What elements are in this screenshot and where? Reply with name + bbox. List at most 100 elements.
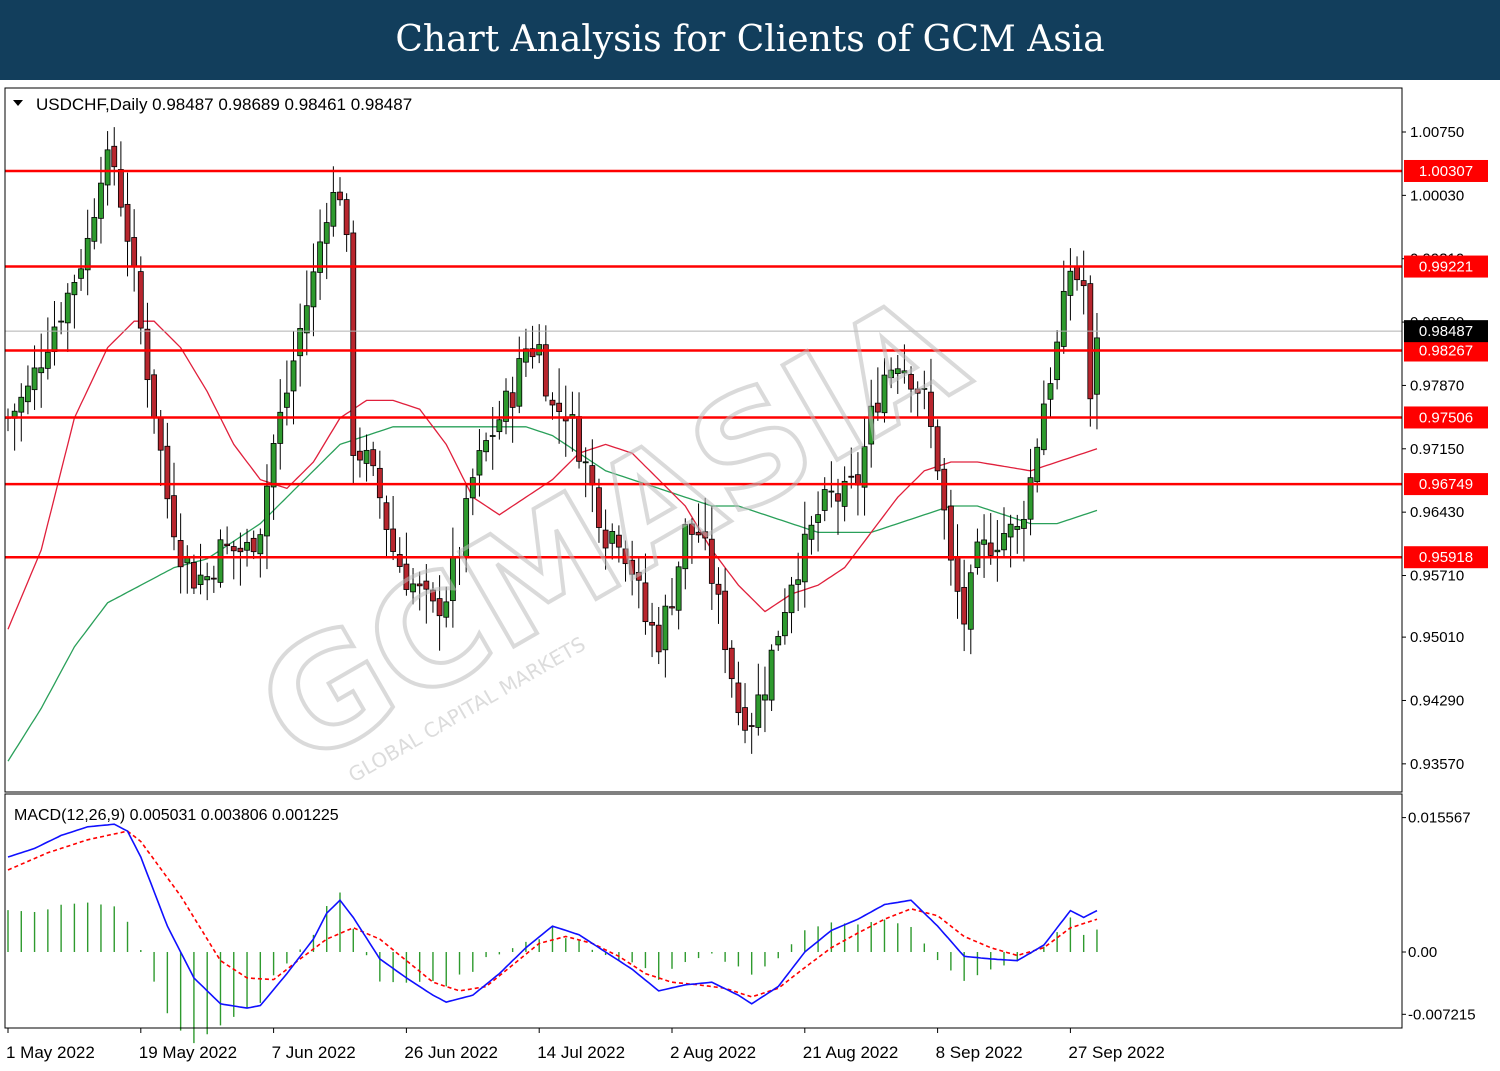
x-tick-label: 7 Jun 2022 [272, 1043, 356, 1062]
candle-body-up [881, 374, 888, 414]
x-tick-label: 26 Jun 2022 [404, 1043, 498, 1062]
candle [542, 325, 549, 402]
candle-body-down [934, 426, 941, 472]
candle [848, 447, 855, 489]
macd-y-tick-label: -0.007215 [1408, 1006, 1476, 1023]
candle-body-up [489, 435, 496, 437]
candle-body-down [549, 399, 556, 406]
candle [191, 554, 197, 594]
price-chart[interactable] [5, 127, 1402, 762]
y-tick-label: 0.95710 [1410, 568, 1464, 585]
candle [934, 419, 941, 481]
candle [914, 381, 921, 418]
x-tick-label: 2 Aug 2022 [670, 1043, 756, 1062]
macd-chart[interactable] [7, 823, 1098, 1044]
candle [529, 325, 536, 369]
candle [250, 530, 257, 560]
level-label: 1.00307 [1419, 163, 1473, 180]
candle-body-up [1040, 403, 1047, 451]
candle-body-up [58, 320, 65, 323]
candle [217, 529, 224, 588]
level-label-box [1404, 546, 1488, 569]
candle-body-up [1021, 518, 1027, 529]
candle-body-up [582, 461, 589, 464]
candle-body-down [728, 647, 735, 680]
candle [941, 457, 948, 540]
candle [144, 302, 151, 408]
candle-body-up [1034, 446, 1041, 483]
candle-body-down [337, 191, 343, 201]
candle [503, 378, 509, 435]
candle-body-up [861, 446, 868, 488]
candle [410, 567, 416, 605]
candle [210, 565, 217, 593]
candle [177, 513, 184, 594]
candle [742, 683, 748, 744]
candle-body-up [675, 566, 682, 611]
level-label: 0.98267 [1419, 343, 1473, 360]
candle-body-up [994, 549, 1001, 553]
candle [682, 518, 689, 590]
candle-body-down [137, 271, 144, 329]
candle [1021, 500, 1027, 562]
candle [888, 357, 895, 389]
macd-label: MACD(12,26,9) 0.005031 0.003806 0.001225 [14, 807, 339, 824]
candle-body-down [509, 392, 516, 408]
level-label: 0.95918 [1419, 549, 1473, 566]
candle-body-up [755, 694, 762, 728]
candle-body-up [303, 305, 310, 334]
candle-body-down [423, 580, 430, 590]
candle [1014, 514, 1021, 554]
candle-body-down [230, 546, 237, 552]
level-label-box [1404, 339, 1488, 362]
level-label: 0.96749 [1419, 476, 1473, 493]
ohlc-readout: USDCHF,Daily 0.98487 0.98689 0.98461 0.9… [36, 95, 412, 114]
candle [197, 543, 204, 595]
candle [609, 523, 616, 560]
candle-body-down [874, 402, 881, 413]
candle-body-up [888, 369, 895, 379]
candle-body-down [370, 449, 377, 467]
candle-body-down [171, 495, 177, 538]
candle [994, 520, 1001, 582]
candle [104, 131, 111, 206]
candle [38, 333, 45, 408]
candle [297, 303, 304, 387]
candle [675, 561, 682, 630]
candle-body-up [483, 440, 489, 453]
candle-body-up [217, 539, 224, 583]
candle [430, 582, 436, 613]
candle-body-down [556, 402, 563, 412]
candle-body-up [821, 489, 828, 511]
candle-body-up [197, 574, 204, 585]
candle-body-down [396, 554, 403, 567]
candle [117, 141, 124, 217]
candle-body-down [596, 487, 602, 528]
chart-frames [4, 87, 1403, 1029]
candle-body-up [283, 392, 290, 408]
candle [655, 606, 662, 665]
candle-body-down [689, 523, 695, 535]
candle [264, 464, 270, 570]
candle [735, 661, 742, 726]
candle-body-up [297, 328, 304, 357]
candle-body-down [131, 237, 138, 267]
candle-body-up [967, 572, 974, 630]
candle [64, 283, 71, 352]
candle-body-down [111, 145, 118, 168]
candle-body-down [357, 450, 363, 461]
candle-body-up [682, 524, 689, 570]
y-tick-label: 1.00030 [1410, 187, 1464, 204]
candle [31, 345, 38, 410]
candle-body-up [868, 405, 875, 445]
candle [1060, 260, 1067, 354]
level-label: 0.99221 [1419, 259, 1473, 276]
candle [443, 586, 450, 628]
candle-body-up [781, 612, 788, 637]
candle-body-up [1067, 270, 1074, 296]
candle-body-down [602, 529, 609, 549]
candle-body-up [841, 480, 848, 507]
y-tick-label: 0.94290 [1410, 692, 1464, 709]
candle-body-up [244, 541, 250, 551]
